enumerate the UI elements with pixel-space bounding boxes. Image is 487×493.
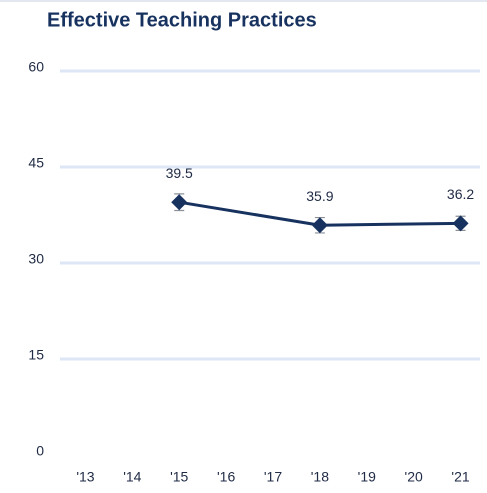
y-tick-label: 60 bbox=[28, 59, 44, 75]
x-tick-label: '16 bbox=[217, 469, 235, 485]
x-tick-label: '19 bbox=[358, 469, 376, 485]
y-tick-label: 45 bbox=[28, 155, 44, 171]
y-tick-label: 30 bbox=[28, 251, 44, 267]
y-tick-label: 15 bbox=[28, 347, 44, 363]
x-tick-label: '15 bbox=[170, 469, 188, 485]
data-label: 35.9 bbox=[306, 188, 333, 204]
x-tick-label: '18 bbox=[311, 469, 329, 485]
marker bbox=[311, 217, 328, 234]
y-tick-label: 0 bbox=[36, 443, 44, 459]
x-tick-label: '21 bbox=[451, 469, 469, 485]
x-tick-label: '20 bbox=[405, 469, 423, 485]
chart-title: Effective Teaching Practices bbox=[47, 9, 317, 31]
data-label: 39.5 bbox=[166, 165, 193, 181]
x-tick-label: '17 bbox=[264, 469, 282, 485]
x-tick-label: '14 bbox=[123, 469, 141, 485]
marker bbox=[452, 215, 469, 232]
data-label: 36.2 bbox=[447, 186, 474, 202]
marker bbox=[171, 194, 188, 211]
x-tick-label: '13 bbox=[76, 469, 94, 485]
